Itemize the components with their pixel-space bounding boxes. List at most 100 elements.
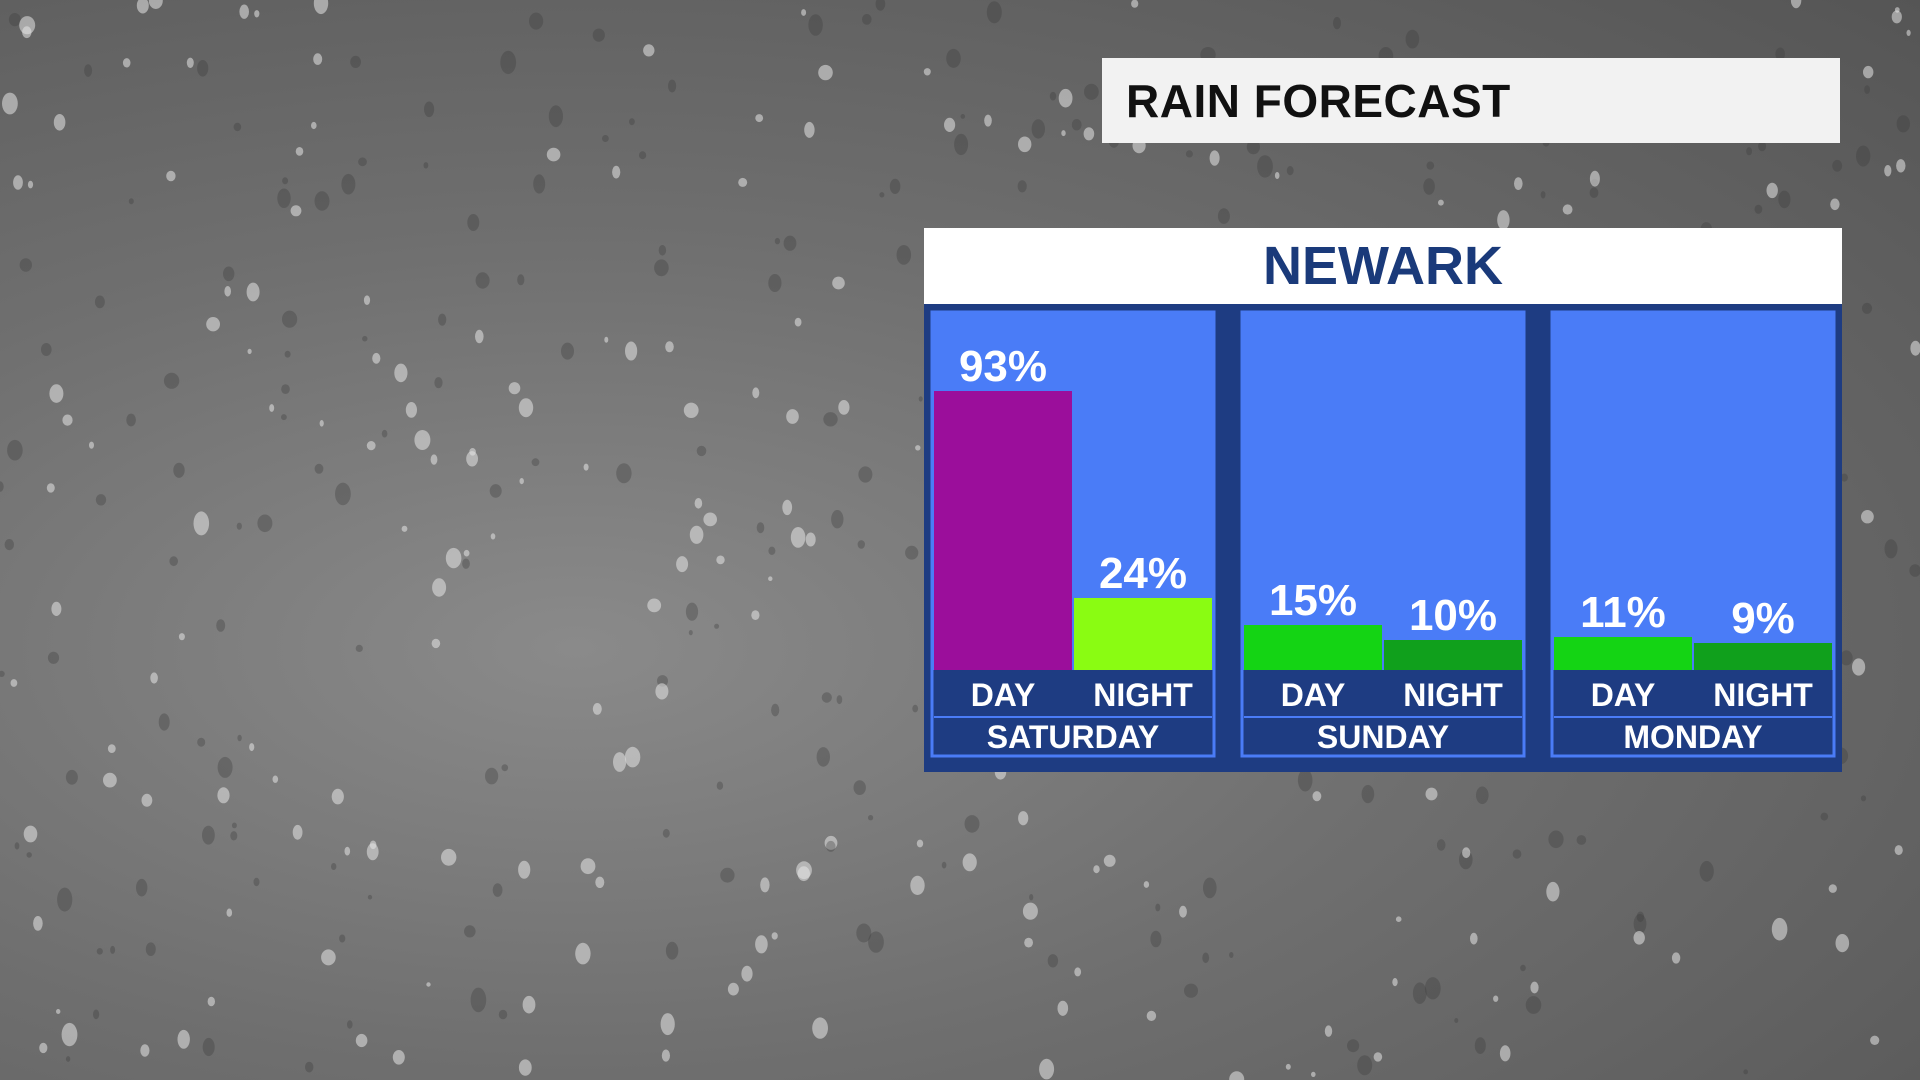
raindrop bbox=[1832, 159, 1843, 172]
value-label-sunday-night: 10% bbox=[1409, 591, 1497, 640]
raindrop bbox=[381, 429, 388, 438]
raindrop bbox=[1861, 510, 1874, 524]
raindrop bbox=[912, 704, 919, 713]
raindrop bbox=[944, 117, 956, 132]
location-name: NEWARK bbox=[1263, 236, 1503, 296]
raindrop bbox=[1743, 1069, 1748, 1075]
raindrop bbox=[580, 858, 596, 875]
raindrop bbox=[964, 815, 980, 833]
raindrop bbox=[592, 703, 602, 715]
raindrop bbox=[141, 793, 153, 807]
raindrop bbox=[430, 454, 438, 465]
period-label-night: NIGHT bbox=[1093, 677, 1193, 713]
raindrop bbox=[1520, 964, 1526, 972]
raindrop bbox=[1758, 141, 1767, 152]
raindrop bbox=[531, 458, 540, 467]
raindrop bbox=[755, 114, 764, 123]
raindrop bbox=[518, 398, 534, 418]
raindrop bbox=[1856, 145, 1871, 167]
raindrop bbox=[801, 9, 807, 16]
raindrop bbox=[61, 1022, 78, 1047]
raindrop bbox=[1103, 854, 1116, 867]
raindrop bbox=[369, 840, 377, 850]
raindrop bbox=[1840, 650, 1853, 666]
raindrop bbox=[110, 945, 116, 954]
raindrop bbox=[1470, 932, 1478, 945]
raindrop bbox=[941, 861, 947, 869]
raindrop bbox=[1061, 130, 1066, 137]
raindrop bbox=[1546, 881, 1560, 902]
group-outline bbox=[930, 310, 1216, 758]
raindrop bbox=[150, 672, 158, 684]
raindrop bbox=[94, 295, 105, 309]
raindrop bbox=[1828, 884, 1837, 893]
raindrop bbox=[489, 484, 502, 498]
raindrop bbox=[613, 752, 627, 772]
raindrop bbox=[284, 350, 291, 358]
value-label-monday-day: 11% bbox=[1580, 588, 1666, 637]
raindrop bbox=[786, 409, 799, 424]
raindrop bbox=[237, 734, 242, 742]
raindrop bbox=[1229, 952, 1234, 958]
raindrop bbox=[518, 860, 531, 879]
raindrop bbox=[857, 540, 865, 549]
raindrop bbox=[445, 547, 462, 569]
raindrop bbox=[696, 445, 707, 457]
raindrop bbox=[193, 511, 210, 536]
raindrop bbox=[236, 522, 242, 530]
raindrop bbox=[233, 122, 242, 132]
raindrop bbox=[423, 162, 429, 169]
raindrop bbox=[341, 173, 356, 195]
raindrop bbox=[689, 525, 704, 544]
raindrop bbox=[186, 57, 194, 68]
raindrop bbox=[805, 532, 816, 547]
raindrop bbox=[771, 932, 778, 940]
raindrop bbox=[19, 258, 32, 272]
raindrop bbox=[1274, 172, 1280, 179]
raindrop bbox=[1058, 88, 1073, 108]
raindrop bbox=[676, 556, 689, 573]
raindrop bbox=[169, 556, 178, 567]
raindrop bbox=[501, 764, 509, 772]
raindrop bbox=[441, 848, 457, 866]
raindrop bbox=[856, 923, 872, 943]
raindrop bbox=[1852, 658, 1866, 676]
raindrop bbox=[716, 555, 725, 565]
raindrop bbox=[358, 157, 367, 167]
day-label-monday: MONDAY bbox=[1623, 719, 1762, 755]
raindrop bbox=[206, 317, 221, 332]
raindrop bbox=[401, 525, 408, 532]
raindrop bbox=[529, 12, 544, 30]
raindrop bbox=[1143, 881, 1150, 888]
raindrop bbox=[889, 178, 901, 194]
raindrop bbox=[148, 0, 163, 9]
raindrop bbox=[741, 965, 753, 982]
raindrop bbox=[1589, 187, 1599, 198]
raindrop bbox=[89, 441, 94, 449]
raindrop bbox=[660, 1013, 675, 1036]
raindrop bbox=[1771, 917, 1788, 941]
raindrop bbox=[177, 1029, 190, 1049]
raindrop bbox=[720, 867, 735, 883]
raindrop bbox=[1633, 931, 1645, 945]
raindrop bbox=[910, 875, 925, 896]
raindrop bbox=[1426, 161, 1435, 170]
location-header: NEWARK bbox=[924, 228, 1842, 304]
group-outline bbox=[1550, 310, 1836, 758]
raindrop bbox=[595, 876, 605, 888]
raindrop bbox=[768, 274, 782, 292]
raindrop bbox=[517, 274, 525, 286]
raindrop bbox=[56, 1009, 61, 1014]
raindrop bbox=[1203, 877, 1217, 899]
raindrop bbox=[0, 481, 4, 492]
raindrop bbox=[1884, 165, 1892, 177]
raindrop bbox=[462, 558, 470, 569]
raindrop bbox=[224, 286, 231, 297]
raindrop bbox=[163, 372, 180, 389]
raindrop bbox=[1576, 835, 1587, 845]
rain-chance-chart: 93% DAY 24% NIGHT SATURDAY 15% DAY 10% NIGHT SUND… bbox=[930, 310, 1836, 758]
raindrop bbox=[434, 377, 443, 389]
raindrop bbox=[1499, 1045, 1511, 1062]
raindrop bbox=[818, 64, 833, 81]
title-banner: RAIN FORECAST bbox=[1102, 58, 1840, 143]
